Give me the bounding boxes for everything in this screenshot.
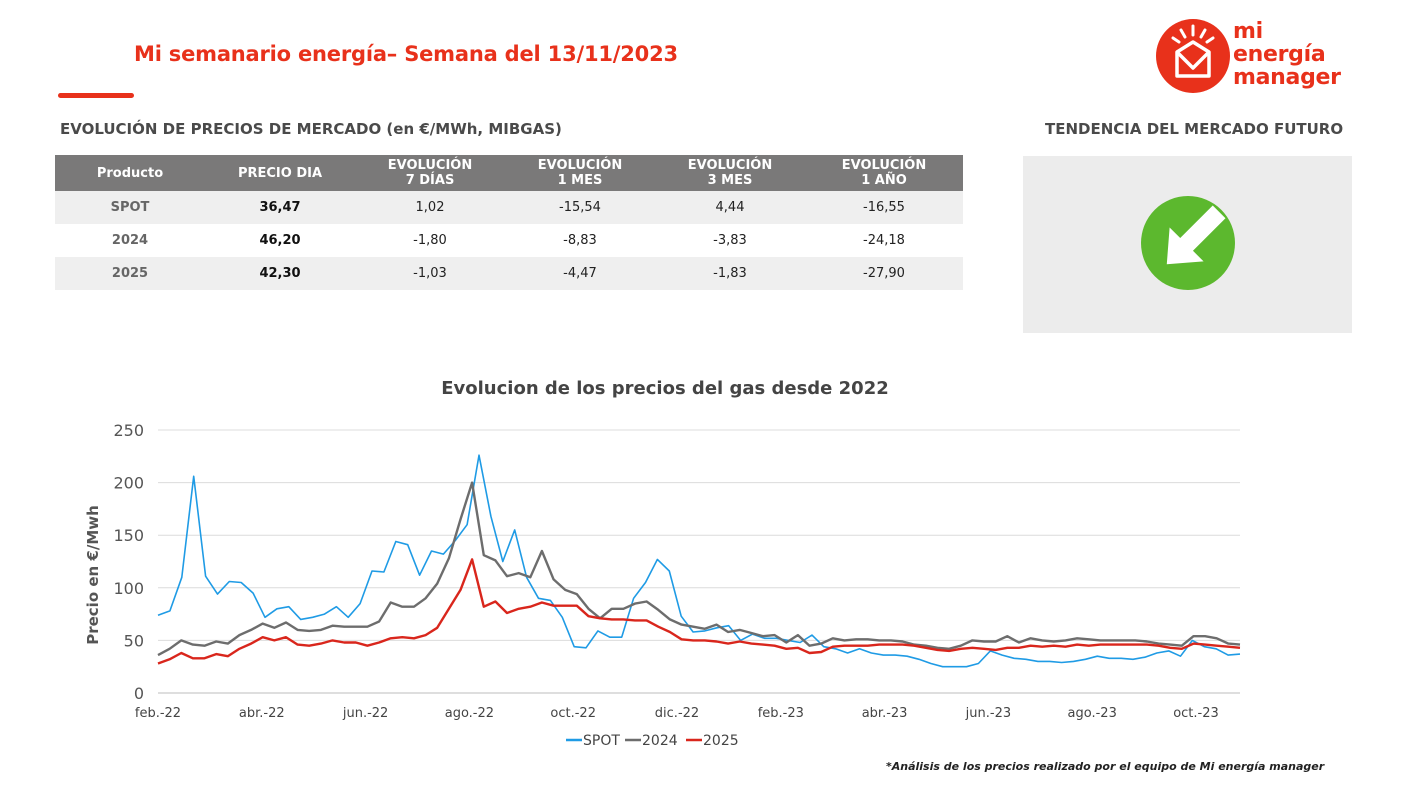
legend-label: 2024 [642, 733, 678, 749]
logo-line-2: energía [1233, 42, 1326, 67]
arrow-down-right-icon [1141, 196, 1235, 290]
cell-product: 2024 [111, 233, 149, 248]
trend-section-title: TENDENCIA DEL MERCADO FUTURO [1045, 120, 1344, 138]
cell-evolution-1y: -27,90 [805, 257, 963, 290]
y-axis-label: Precio en €/Mwh [84, 505, 102, 645]
x-tick-label: oct.-23 [1173, 706, 1219, 721]
cell-price-day: 42,30 [205, 257, 355, 290]
cell-evolution-1m: -8,83 [563, 233, 597, 248]
x-tick-label: feb.-23 [758, 706, 804, 721]
x-tick-label: ago.-23 [1068, 706, 1117, 721]
cell-evolution-3m: -3,83 [713, 233, 747, 248]
y-tick-label: 0 [134, 684, 144, 703]
y-tick-label: 200 [113, 474, 144, 493]
cell-price-day: 46,20 [259, 233, 301, 248]
cell-evolution-7d: -1,80 [413, 233, 447, 248]
x-tick-label: jun.-23 [965, 706, 1011, 721]
page-title: Mi semanario energía– Semana del 13/11/2… [134, 42, 678, 66]
cell-evolution-7d: 1,02 [355, 191, 505, 224]
market-prices-table: Producto PRECIO DIA EVOLUCIÓN 7 DÍAS EVOL… [55, 155, 963, 290]
legend-item: 2025 [686, 733, 739, 749]
legend-item: SPOT [566, 733, 620, 749]
header-evolution-7d: EVOLUCIÓN 7 DÍAS [355, 155, 505, 191]
cell-evolution-1y: -16,55 [805, 191, 963, 224]
y-tick-label: 50 [124, 631, 144, 650]
header-product: Producto [55, 155, 205, 191]
header-evolution-1m: EVOLUCIÓN 1 MES [505, 155, 655, 191]
table-row: 2024 46,20 -1,80 -8,83 -3,83 -24,18 [55, 224, 963, 257]
cell-evolution-1m: -15,54 [505, 191, 655, 224]
logo-mark-icon [1156, 19, 1230, 93]
market-section-title: EVOLUCIÓN DE PRECIOS DE MERCADO (en €/MW… [60, 120, 562, 138]
table-row: 2025 42,30 -1,03 -4,47 -1,83 -27,90 [55, 257, 963, 290]
legend-label: SPOT [583, 733, 620, 749]
footnote: *Análisis de los precios realizado por e… [886, 760, 1325, 773]
y-tick-label: 150 [113, 526, 144, 545]
logo-line-3: manager [1233, 65, 1341, 90]
y-tick-label: 250 [113, 421, 144, 440]
gas-price-chart: 0 50 100 150 200 250 feb.-22 abr.-22 jun.-22 ago… [84, 421, 1241, 749]
series-line-spot [157, 454, 1241, 668]
logo-line-1: mi [1233, 19, 1263, 44]
table-header-row: Producto PRECIO DIA EVOLUCIÓN 7 DÍAS EVOL… [55, 155, 963, 191]
chart-title: Evolucion de los precios del gas desde 2… [441, 378, 889, 399]
legend-label: 2025 [703, 733, 739, 749]
cell-product: 2025 [55, 257, 205, 290]
x-tick-label: oct.-22 [550, 706, 596, 721]
header-price-day: PRECIO DIA [205, 155, 355, 191]
x-tick-label: dic.-22 [655, 706, 699, 721]
cell-evolution-7d: -1,03 [355, 257, 505, 290]
x-tick-label: abr.-23 [862, 706, 908, 721]
cell-product: SPOT [55, 191, 205, 224]
cell-evolution-1y: -24,18 [863, 233, 905, 248]
x-tick-label: abr.-22 [239, 706, 285, 721]
x-tick-label: ago.-22 [445, 706, 494, 721]
x-tick-label: feb.-22 [135, 706, 181, 721]
trend-panel [1023, 156, 1352, 333]
table-row: SPOT 36,47 1,02 -15,54 4,44 -16,55 [55, 191, 963, 224]
series-line-2025 [157, 558, 1241, 665]
header-evolution-3m: EVOLUCIÓN 3 MES [655, 155, 805, 191]
series-line-2024 [157, 481, 1241, 657]
cell-evolution-3m: -1,83 [655, 257, 805, 290]
brand-logo: mi energía manager [1155, 18, 1375, 98]
x-tick-label: jun.-22 [342, 706, 388, 721]
cell-price-day: 36,47 [205, 191, 355, 224]
header-evolution-1y: EVOLUCIÓN 1 AÑO [805, 155, 963, 191]
cell-evolution-1m: -4,47 [505, 257, 655, 290]
cell-evolution-3m: 4,44 [655, 191, 805, 224]
legend-item: 2024 [625, 733, 678, 749]
title-underline [58, 93, 134, 98]
y-tick-label: 100 [113, 579, 144, 598]
